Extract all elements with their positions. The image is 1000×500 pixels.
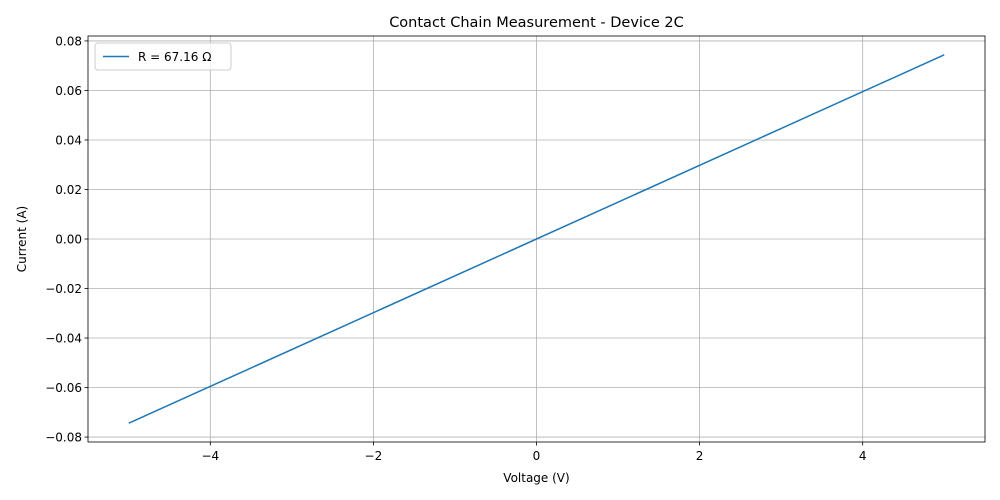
grid [88,36,985,442]
x-tick-label: −4 [201,449,219,463]
y-tick-label: 0.06 [55,84,82,98]
chart-title: Contact Chain Measurement - Device 2C [389,15,684,31]
y-tick-label: 0.04 [55,133,82,147]
y-axis-label: Current (A) [15,206,29,272]
y-tick-label: −0.02 [45,282,82,296]
series-line [128,54,945,424]
legend-label: R = 67.16 Ω [138,50,211,64]
y-tick-label: −0.08 [45,430,82,444]
x-tick-label: −2 [365,449,383,463]
series-layer [128,54,945,424]
x-tick-label: 0 [533,449,541,463]
y-tick-label: −0.04 [45,331,82,345]
y-tick-label: 0.02 [55,183,82,197]
y-tick-label: −0.06 [45,381,82,395]
y-tick-label: 0.00 [55,232,82,246]
x-tick-label: 4 [859,449,867,463]
legend: R = 67.16 Ω [94,42,232,71]
x-tick-label: 2 [696,449,704,463]
legend-box [94,42,232,71]
ticks: −4 −2 0 2 4 −0.08 −0.06 −0.04 −0.02 0.00 0.02 0.04 0… [45,34,866,463]
x-axis-label: Voltage (V) [503,471,569,485]
y-tick-label: 0.08 [55,34,82,48]
